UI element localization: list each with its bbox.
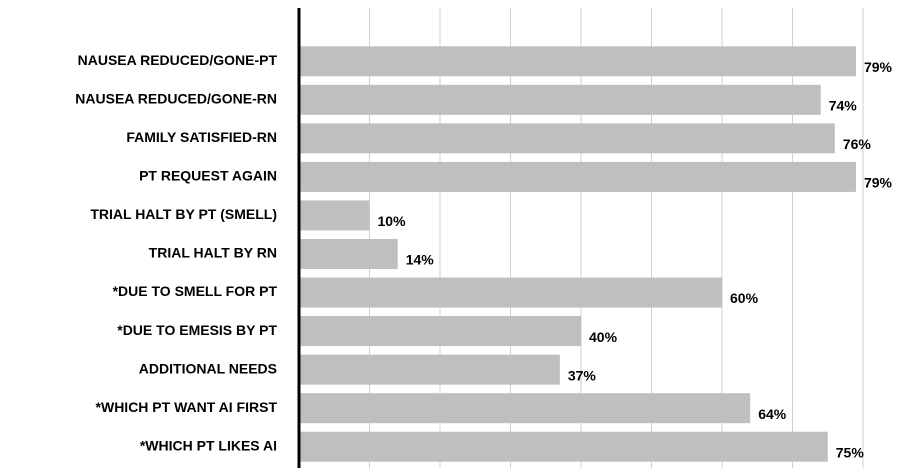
- value-label: 14%: [406, 252, 435, 268]
- category-label: NAUSEA REDUCED/GONE-PT: [78, 52, 278, 68]
- value-label: 75%: [836, 444, 865, 460]
- category-label: ADDITIONAL NEEDS: [139, 360, 277, 376]
- category-label: *WHICH PT WANT AI FIRST: [96, 399, 278, 415]
- category-label: TRIAL HALT BY PT (SMELL): [90, 206, 277, 222]
- bar: [299, 316, 581, 347]
- bar: [299, 393, 751, 424]
- bar: [299, 354, 560, 385]
- value-label: 79%: [864, 59, 893, 75]
- bar: [299, 161, 856, 192]
- category-label: *WHICH PT LIKES AI: [140, 437, 277, 453]
- category-label: TRIAL HALT BY RN: [149, 245, 277, 261]
- value-label: 60%: [730, 290, 759, 306]
- value-label: 76%: [843, 136, 872, 152]
- bar: [299, 277, 722, 308]
- bar: [299, 46, 856, 77]
- category-label: FAMILY SATISFIED-RN: [126, 129, 277, 145]
- value-label: 64%: [758, 406, 787, 422]
- category-label: NAUSEA REDUCED/GONE-RN: [75, 91, 277, 107]
- bar: [299, 84, 821, 115]
- category-label: PT REQUEST AGAIN: [139, 168, 277, 184]
- value-label: 74%: [829, 98, 858, 114]
- bar: [299, 123, 835, 154]
- value-label: 10%: [378, 213, 407, 229]
- bar: [299, 431, 828, 462]
- category-label: *DUE TO EMESIS BY PT: [117, 322, 277, 338]
- bar: [299, 200, 370, 231]
- value-label: 37%: [568, 367, 597, 383]
- bar: [299, 239, 398, 269]
- category-label: *DUE TO SMELL FOR PT: [113, 283, 278, 299]
- value-label: 79%: [864, 175, 893, 191]
- value-label: 40%: [589, 329, 618, 345]
